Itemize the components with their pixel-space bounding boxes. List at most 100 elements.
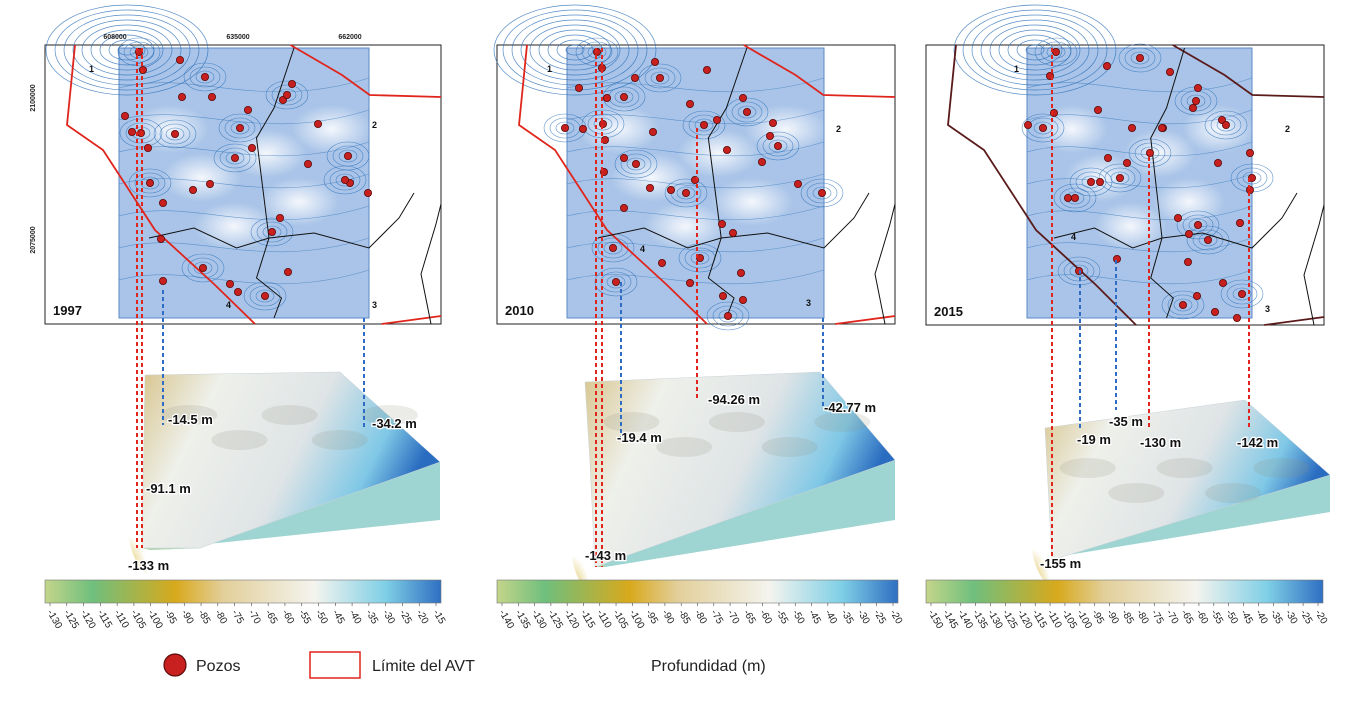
well-marker bbox=[1052, 48, 1061, 57]
colorbar-tick-label: -35 bbox=[839, 608, 856, 626]
contour-line bbox=[1220, 279, 1264, 309]
colorbar-tick-label: -60 bbox=[757, 608, 774, 626]
contour-line bbox=[335, 173, 355, 187]
depth-label: -133 m bbox=[128, 558, 169, 573]
contour-line bbox=[566, 237, 825, 253]
colorbar bbox=[44, 579, 442, 604]
contour-line bbox=[538, 29, 612, 71]
colorbar-tick-label: -130 bbox=[529, 608, 549, 631]
well-marker bbox=[575, 84, 584, 93]
well-marker bbox=[1219, 278, 1228, 287]
zone-label: 2 bbox=[372, 120, 377, 130]
raster-highlight bbox=[194, 201, 274, 251]
contour-line bbox=[1161, 290, 1205, 320]
contour-line bbox=[159, 123, 191, 145]
contour-line bbox=[1232, 287, 1252, 301]
well-marker bbox=[739, 94, 748, 103]
colorbar-tick-label: -40 bbox=[822, 608, 839, 626]
contour-line bbox=[1046, 45, 1066, 59]
contour-line bbox=[690, 251, 710, 265]
well-marker bbox=[340, 175, 349, 184]
contour-line bbox=[128, 168, 172, 198]
zone-label: 3 bbox=[1265, 304, 1270, 314]
colorbar-tick-label: -65 bbox=[741, 608, 758, 626]
well-marker bbox=[200, 73, 209, 82]
depth-label: -91.1 m bbox=[146, 481, 191, 496]
well-marker bbox=[363, 188, 372, 197]
avt-boundary bbox=[835, 315, 896, 325]
contour-line bbox=[118, 77, 370, 93]
well-marker bbox=[287, 80, 296, 89]
well-marker bbox=[283, 267, 292, 276]
colorbar-tick-label: -120 bbox=[562, 608, 582, 631]
colorbar-tick-label: -65 bbox=[1178, 608, 1195, 626]
colorbar-tick-label: -70 bbox=[1164, 608, 1181, 626]
colorbar-tick-label: -20 bbox=[887, 608, 904, 626]
well-marker bbox=[127, 127, 136, 136]
colorbar-tick-label: -60 bbox=[279, 608, 296, 626]
well-marker bbox=[794, 179, 803, 188]
contour-line bbox=[1176, 210, 1220, 240]
y-coordinate-label: 2100000 bbox=[30, 84, 37, 111]
well-marker bbox=[260, 291, 269, 300]
contour-line bbox=[118, 237, 370, 253]
well-marker bbox=[188, 185, 197, 194]
well-marker bbox=[282, 91, 291, 100]
colorbar-tick-label: -100 bbox=[627, 608, 647, 631]
well-marker bbox=[658, 258, 667, 267]
colorbar-tick-label: -115 bbox=[1030, 608, 1049, 631]
well-marker bbox=[170, 129, 179, 138]
contour-line bbox=[953, 4, 1117, 96]
well-marker bbox=[1128, 124, 1137, 133]
zone-label: 4 bbox=[226, 300, 231, 310]
contour-line bbox=[566, 173, 825, 189]
contour-line bbox=[1007, 34, 1063, 66]
contour-line bbox=[108, 39, 146, 61]
colorbar-tick-label: -70 bbox=[246, 608, 263, 626]
municipal-limit bbox=[874, 203, 896, 325]
raster-highlight bbox=[129, 104, 209, 154]
well-marker bbox=[1166, 68, 1175, 77]
municipal-limit bbox=[707, 237, 735, 319]
contour-line bbox=[676, 186, 696, 200]
contour-line bbox=[638, 63, 682, 93]
colorbar-tick-label: -130 bbox=[44, 608, 64, 631]
well-marker bbox=[303, 159, 312, 168]
well-marker bbox=[713, 116, 722, 125]
contour-line bbox=[1210, 114, 1242, 136]
colorbar-tick-label: -120 bbox=[78, 608, 98, 631]
contour-line bbox=[1069, 167, 1113, 197]
well-marker bbox=[1184, 257, 1193, 266]
contour-line bbox=[1182, 214, 1214, 236]
contour-line bbox=[556, 39, 594, 61]
contour-line bbox=[250, 217, 294, 247]
contour-line bbox=[1226, 283, 1258, 305]
colorbar-tick-label: -25 bbox=[871, 608, 888, 626]
y-coordinate-label: 2075000 bbox=[30, 226, 37, 253]
avt-boundary bbox=[381, 315, 442, 325]
well-marker bbox=[700, 121, 709, 130]
zone-label: 4 bbox=[640, 244, 645, 254]
surface-shading bbox=[814, 412, 871, 432]
contour-line bbox=[1053, 183, 1097, 213]
colorbar-tick-label: -75 bbox=[708, 608, 725, 626]
contour-line bbox=[1188, 218, 1208, 232]
contour-line bbox=[626, 157, 646, 171]
depth-label: -42.77 m bbox=[824, 400, 876, 415]
raster-highlight bbox=[710, 177, 794, 227]
colorbar-tick-label: -140 bbox=[496, 608, 516, 631]
contour-line bbox=[243, 281, 287, 311]
colorbar-tick-label: -50 bbox=[1223, 608, 1240, 626]
contour-line bbox=[620, 153, 652, 175]
well-marker bbox=[682, 188, 691, 197]
raster-highlight bbox=[644, 201, 727, 251]
colorbar-tick-label: -110 bbox=[1044, 608, 1063, 631]
x-coordinate-label: 608000 bbox=[103, 34, 126, 41]
raster-highlight bbox=[677, 129, 760, 178]
contour-line bbox=[762, 135, 794, 157]
surface-shading bbox=[1253, 458, 1310, 478]
zone-label: 1 bbox=[547, 64, 552, 74]
contour-line bbox=[1192, 229, 1224, 251]
contour-line bbox=[731, 101, 763, 123]
